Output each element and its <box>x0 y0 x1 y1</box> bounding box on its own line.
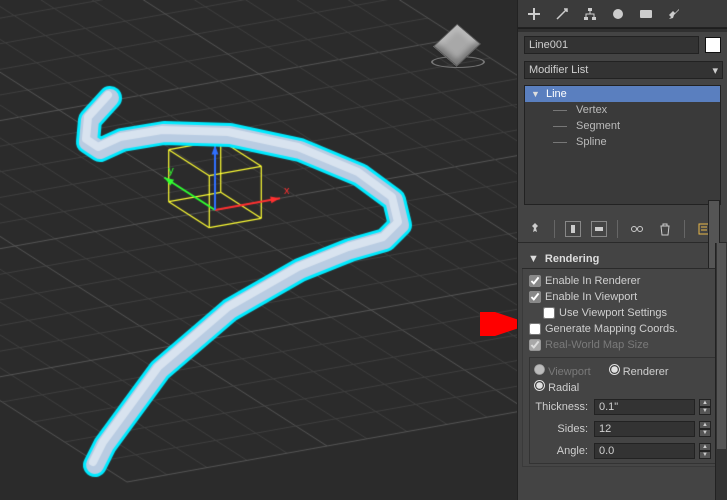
use-viewport-settings-check[interactable]: Use Viewport Settings <box>529 305 716 321</box>
object-name-input[interactable] <box>524 36 699 54</box>
viewport-radio[interactable]: Viewport <box>534 364 591 378</box>
display-tab-icon[interactable] <box>636 4 656 24</box>
modify-tab-icon[interactable] <box>552 4 572 24</box>
rendering-rollout-header[interactable]: ▼ Rendering <box>522 249 723 269</box>
object-name-row <box>518 32 727 58</box>
trash-icon[interactable] <box>656 220 674 238</box>
expand-icon[interactable]: ▼ <box>531 89 540 99</box>
motion-tab-icon[interactable] <box>608 4 628 24</box>
stack-sub-vertex[interactable]: Vertex <box>525 102 720 118</box>
rollouts-scrollbar[interactable] <box>715 243 727 500</box>
render-params-box: Viewport Renderer Radial Thickness: 0.1"… <box>529 357 716 464</box>
real-world-map-check: Real-World Map Size <box>529 337 716 353</box>
stack-item-label: Line <box>546 88 567 100</box>
stack-sub-spline[interactable]: Spline <box>525 134 720 150</box>
collapse-icon: ▼ <box>528 253 539 265</box>
command-panel-tabs <box>518 0 727 28</box>
object-color-swatch[interactable] <box>705 37 721 53</box>
sides-spinner[interactable]: 12 <box>594 421 695 437</box>
angle-spinner[interactable]: 0.0 <box>594 443 695 459</box>
hierarchy-tab-icon[interactable] <box>580 4 600 24</box>
viewport-3d[interactable] <box>0 0 517 500</box>
thickness-label: Thickness: <box>534 401 590 413</box>
create-tab-icon[interactable] <box>524 4 544 24</box>
angle-spin-buttons[interactable]: ▲▼ <box>699 443 711 459</box>
enable-in-renderer-check[interactable]: Enable In Renderer <box>529 273 716 289</box>
radial-radio[interactable]: Radial <box>534 380 579 394</box>
remove-modifier-icon[interactable] <box>628 220 646 238</box>
modifier-list-dropdown[interactable]: Modifier List ▾ <box>524 61 723 79</box>
sides-label: Sides: <box>534 423 590 435</box>
stack-item-line[interactable]: ▼ Line <box>525 86 720 102</box>
sides-spin-buttons[interactable]: ▲▼ <box>699 421 711 437</box>
utilities-tab-icon[interactable] <box>664 4 684 24</box>
modifier-stack[interactable]: ▼ Line Vertex Segment Spline <box>524 85 721 205</box>
rendering-rollout: ▼ Rendering Enable In Renderer Enable In… <box>522 249 723 467</box>
show-end-result-icon[interactable] <box>565 221 581 237</box>
make-unique-icon[interactable] <box>591 221 607 237</box>
pin-stack-icon[interactable] <box>526 220 544 238</box>
chevron-down-icon: ▾ <box>712 64 718 77</box>
renderer-radio[interactable]: Renderer <box>609 364 669 378</box>
stack-sub-segment[interactable]: Segment <box>525 118 720 134</box>
thickness-spinner[interactable]: 0.1" <box>594 399 695 415</box>
thickness-spin-buttons[interactable]: ▲▼ <box>699 399 711 415</box>
rollouts-area: ▼ Rendering Enable In Renderer Enable In… <box>518 243 727 500</box>
modifier-list-label: Modifier List <box>529 64 588 76</box>
command-panel: Modifier List ▾ ▼ Line Vertex Segment Sp… <box>517 0 727 500</box>
stack-tools-row <box>518 215 727 243</box>
angle-label: Angle: <box>534 445 590 457</box>
enable-in-viewport-check[interactable]: Enable In Viewport <box>529 289 716 305</box>
rollout-title: Rendering <box>545 253 599 265</box>
generate-mapping-check[interactable]: Generate Mapping Coords. <box>529 321 716 337</box>
viewcube[interactable] <box>429 22 487 80</box>
